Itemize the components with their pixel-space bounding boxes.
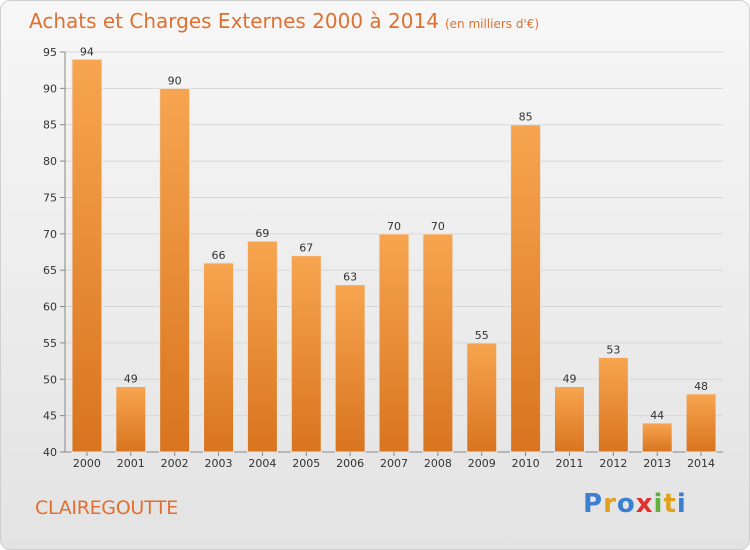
data-label: 49 [562, 373, 576, 386]
data-label: 70 [387, 220, 401, 233]
x-tick-label: 2003 [205, 457, 233, 470]
data-label: 69 [255, 227, 269, 240]
data-label: 49 [124, 373, 138, 386]
x-tick-label: 2000 [73, 457, 101, 470]
x-tick-label: 2014 [687, 457, 715, 470]
x-tick-label: 2011 [555, 457, 583, 470]
x-tick-label: 2010 [512, 457, 540, 470]
bar [466, 342, 498, 453]
data-label: 55 [475, 329, 489, 342]
x-tick-label: 2008 [424, 457, 452, 470]
data-label: 94 [80, 45, 94, 58]
bar [685, 393, 717, 453]
chart-unit: (en milliers d'€) [444, 17, 540, 31]
x-tick-label: 2001 [117, 457, 145, 470]
y-tick-label: 40 [43, 446, 57, 459]
y-tick-label: 90 [43, 82, 57, 95]
y-tick-label: 95 [43, 46, 57, 59]
chart-title: Achats et Charges Externes 2000 à 2014 (e… [29, 9, 539, 33]
y-tick-label: 60 [43, 301, 57, 314]
bar [641, 422, 673, 453]
x-tick-label: 2004 [248, 457, 276, 470]
y-tick-label: 55 [43, 337, 57, 350]
data-label: 85 [519, 111, 533, 124]
bar [115, 386, 147, 453]
city-name: CLAIREGOUTTE [35, 497, 178, 519]
logo-letter: o [616, 489, 636, 519]
y-tick-label: 75 [43, 191, 57, 204]
logo-letter: i [653, 489, 664, 519]
data-label: 90 [168, 74, 182, 87]
logo-letter: P [583, 489, 604, 519]
bar [71, 58, 103, 453]
bar [422, 233, 454, 453]
y-tick-label: 45 [43, 410, 57, 423]
bar [510, 124, 542, 453]
logo-letter: t [663, 489, 677, 519]
x-tick-label: 2006 [336, 457, 364, 470]
data-label: 63 [343, 271, 357, 284]
logo-letter: r [603, 489, 617, 519]
y-tick-label: 65 [43, 264, 57, 277]
bar [597, 356, 629, 453]
data-label: 53 [606, 343, 620, 356]
data-label: 48 [694, 380, 708, 393]
bar [159, 87, 191, 453]
y-tick-label: 80 [43, 155, 57, 168]
bar [334, 284, 366, 453]
data-label: 66 [212, 249, 226, 262]
bar [553, 386, 585, 453]
y-tick-label: 70 [43, 228, 57, 241]
logo-letter: i [676, 489, 687, 519]
x-tick-label: 2002 [161, 457, 189, 470]
x-tick-label: 2012 [599, 457, 627, 470]
x-tick-label: 2013 [643, 457, 671, 470]
data-label: 44 [650, 409, 664, 422]
x-tick-label: 2005 [292, 457, 320, 470]
bar [290, 255, 322, 453]
chart-title-text: Achats et Charges Externes 2000 à 2014 [29, 9, 439, 33]
bar [246, 240, 278, 453]
y-tick-label: 85 [43, 119, 57, 132]
data-label: 70 [431, 220, 445, 233]
x-tick-label: 2009 [468, 457, 496, 470]
bar [203, 262, 235, 453]
y-tick-label: 50 [43, 373, 57, 386]
logo-letter: x [635, 489, 654, 519]
x-tick-label: 2007 [380, 457, 408, 470]
data-label: 67 [299, 242, 313, 255]
proxiti-logo: Proxiti [583, 489, 687, 519]
bar [378, 233, 410, 453]
